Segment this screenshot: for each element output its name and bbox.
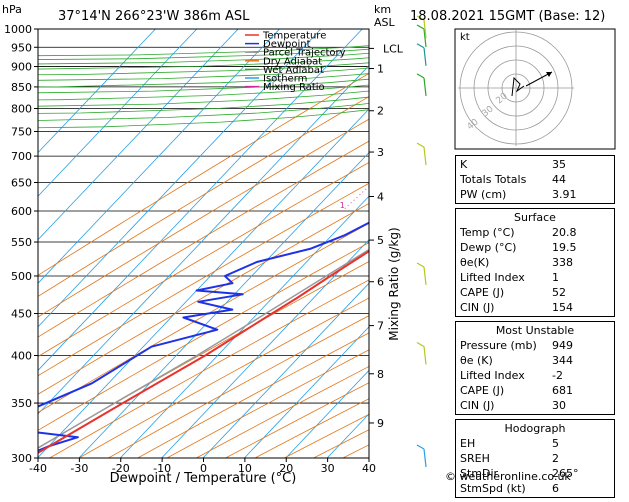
surface-box: Surface Temp (°C)20.8 Dewp (°C)19.5 θe(K… [455,208,615,317]
wind-barb [424,48,426,66]
pressure-tick-label: 550 [11,236,32,249]
legend-label: Mixing Ratio [263,82,325,93]
wind-barb-flag [417,342,424,346]
mixing-ratio-label: 1 [340,201,345,210]
height-tick-label: LCL [383,42,404,55]
mixing-ratio-label: 4 [409,201,414,210]
wind-barb-flag [417,44,424,48]
x-axis-label: Dewpoint / Temperature (°C) [110,471,297,486]
pressure-tick-label: 900 [11,61,32,74]
most-unstable-box: Most Unstable Pressure (mb)949 θe (K)344… [455,321,615,415]
temperature-tick-label: 40 [362,462,376,475]
datetime-title: 18.08.2021 15GMT (Base: 12) [410,9,605,24]
mixing-ratio-label: 3 [394,201,399,210]
wind-barb [424,267,426,285]
pressure-tick-label: 400 [11,349,32,362]
height-tick-label: 1 [377,63,384,76]
wind-barb [424,147,426,165]
wind-barb [424,78,426,96]
height-tick-label: 4 [377,190,384,203]
dry-adiabat-line [0,29,486,458]
height-tick-label: 2 [377,105,384,118]
height-tick-label: 7 [377,320,384,333]
asl-label: ASL [374,16,396,29]
index-row: StmSpd (kt)6 [460,481,610,496]
wind-barb-flag [417,445,424,449]
hodograph-ring-label: 20 [495,91,510,106]
wind-barb-flag [417,143,424,147]
pressure-tick-label: 850 [11,81,32,94]
height-tick-label: 9 [377,417,384,430]
isotherm-line [0,29,238,458]
wind-barb-flag [417,25,424,29]
hodograph-trace [512,78,524,96]
plot-frame [38,29,369,458]
hpa-label: hPa [2,3,22,16]
index-row: Pressure (mb)949 [460,338,610,353]
temperature-tick-label: -30 [70,462,88,475]
wet-adiabat-line [0,29,629,132]
wind-barbs [417,16,426,467]
pressure-tick-label: 450 [11,308,32,321]
pressure-tick-label: 750 [11,126,32,139]
pressure-tick-label: 500 [11,270,32,283]
index-row: Dewp (°C)19.5 [460,240,610,255]
isotherm-line [0,29,321,458]
index-row: θe(K)338 [460,255,610,270]
pressure-tick-label: 350 [11,397,32,410]
index-row: CAPE (J)52 [460,285,610,300]
mixing-ratio-label: 6 [431,201,436,210]
surface-title: Surface [460,210,610,225]
pressure-tick-label: 700 [11,150,32,163]
mixing-ratio-label: 8 [448,201,453,210]
index-row: PW (cm)3.91 [460,187,610,202]
index-row: Lifted Index-2 [460,368,610,383]
index-row: CIN (J)30 [460,398,610,413]
index-row: θe (K)344 [460,353,610,368]
wind-barb [424,449,426,467]
hodograph-title: Hodograph [460,421,610,436]
index-row: CIN (J)154 [460,300,610,315]
hodograph-frame [455,29,615,149]
wind-barb-flag [417,74,424,78]
skewt-axes: 3003504004505005506006507007508008509009… [4,23,404,475]
copyright-footer[interactable]: © weatheronline.co.uk [445,470,571,483]
most-unstable-title: Most Unstable [460,323,610,338]
height-tick-label: 5 [377,234,384,247]
index-row: Temp (°C)20.8 [460,225,610,240]
temperature-tick-label: -40 [29,462,47,475]
hodograph-unit-label: kt [460,32,470,43]
pressure-tick-label: 1000 [4,23,32,36]
height-tick-label: 3 [377,146,384,159]
height-tick-label: 8 [377,368,384,381]
temperature-tick-label: 30 [321,462,335,475]
km-label: km [374,3,391,16]
location-title: 37°14'N 266°23'W 386m ASL [58,9,250,24]
hodograph-ring-label: 30 [481,104,496,119]
mixing-ratio-axis-label: Mixing Ratio (g/kg) [387,227,401,340]
wind-barb [424,346,426,364]
index-row: CAPE (J)681 [460,383,610,398]
pressure-tick-label: 600 [11,205,32,218]
pressure-tick-label: 800 [11,103,32,116]
pressure-tick-label: 950 [11,41,32,54]
wind-barb-flag [417,263,424,267]
pressure-tick-label: 650 [11,176,32,189]
height-tick-label: 6 [377,276,384,289]
